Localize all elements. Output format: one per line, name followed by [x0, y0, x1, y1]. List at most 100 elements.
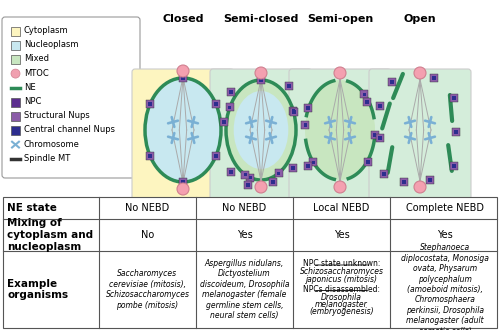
Text: No NEBD: No NEBD [126, 203, 170, 213]
Bar [309, 158, 317, 166]
Bar [304, 123, 307, 127]
Bar [312, 161, 315, 164]
Circle shape [11, 69, 20, 78]
Bar [452, 164, 456, 168]
Text: Yes: Yes [437, 230, 453, 240]
Text: Mixing of
cytoplasm and
nucleoplasm: Mixing of cytoplasm and nucleoplasm [7, 218, 93, 251]
Bar [269, 178, 277, 186]
Bar [230, 170, 232, 174]
Text: Nucleoplasm: Nucleoplasm [24, 40, 78, 49]
Bar [364, 158, 372, 166]
Bar [182, 181, 184, 183]
Bar [220, 118, 228, 126]
Text: Saccharomyces
cerevisiae (mitosis),
Schizosaccharomyces
pombe (mitosis): Saccharomyces cerevisiae (mitosis), Schi… [106, 269, 190, 310]
Bar [289, 164, 297, 172]
Text: japonicus (mitosis): japonicus (mitosis) [306, 275, 378, 283]
Text: Closed: Closed [162, 14, 204, 24]
Bar [306, 106, 310, 110]
Text: MTOC: MTOC [24, 69, 49, 78]
Bar [304, 104, 312, 112]
Text: Stephanoeca
diplocostata, Monosiga
ovata, Physarum
polycephalum
(amoeboid mitosi: Stephanoeca diplocostata, Monosiga ovata… [401, 244, 489, 330]
Text: Yes: Yes [236, 230, 252, 240]
Bar [306, 164, 310, 168]
Text: melanogaster: melanogaster [315, 300, 368, 309]
Circle shape [334, 67, 346, 79]
Bar [148, 154, 152, 158]
Bar [212, 100, 220, 108]
Bar [214, 154, 218, 158]
Text: (embryogenesis): (embryogenesis) [309, 308, 374, 316]
Circle shape [414, 67, 426, 79]
Bar [390, 81, 394, 83]
Bar [246, 183, 250, 186]
Bar [244, 173, 246, 176]
Bar [212, 152, 220, 160]
Bar [179, 74, 187, 82]
FancyBboxPatch shape [369, 69, 471, 203]
Bar [432, 77, 436, 80]
Bar [292, 111, 296, 114]
Bar [450, 162, 458, 170]
Bar [366, 160, 370, 164]
Text: Cytoplasm: Cytoplasm [24, 26, 68, 35]
Text: Schizosaccharomyces: Schizosaccharomyces [300, 267, 384, 276]
Bar [3, 197, 497, 328]
Bar [182, 77, 184, 80]
Ellipse shape [305, 80, 375, 180]
Bar [402, 181, 406, 183]
Bar [378, 136, 382, 140]
Bar [400, 178, 408, 186]
Text: Semi-open: Semi-open [307, 14, 373, 24]
Bar [301, 121, 309, 129]
Bar [11, 126, 20, 135]
Bar [292, 166, 294, 170]
Bar [257, 76, 265, 84]
Bar [11, 112, 20, 121]
Bar [248, 176, 252, 179]
Text: NE: NE [24, 83, 36, 92]
FancyBboxPatch shape [210, 69, 312, 203]
Text: NPC: NPC [24, 97, 42, 106]
FancyBboxPatch shape [2, 17, 140, 178]
Bar [366, 100, 368, 104]
Text: Central channel Nups: Central channel Nups [24, 125, 115, 134]
Bar [11, 41, 20, 50]
Bar [272, 181, 274, 183]
Bar [363, 92, 366, 96]
Bar [360, 90, 368, 98]
Bar [376, 102, 384, 110]
Text: Structural Nups: Structural Nups [24, 111, 90, 120]
Bar [11, 26, 20, 36]
Bar [11, 97, 20, 107]
Bar [290, 107, 298, 115]
Bar [454, 130, 458, 134]
Bar [363, 98, 371, 106]
Circle shape [255, 67, 267, 79]
Circle shape [177, 65, 189, 77]
Circle shape [414, 181, 426, 193]
Bar [378, 104, 382, 108]
Text: Local NEBD: Local NEBD [314, 203, 370, 213]
Text: NE state: NE state [7, 203, 57, 213]
Bar [222, 120, 226, 124]
Bar [230, 90, 232, 94]
Circle shape [177, 183, 189, 195]
Bar [146, 152, 154, 160]
Bar [246, 174, 254, 182]
Bar [380, 170, 388, 178]
Text: Drosophila: Drosophila [321, 292, 362, 302]
Circle shape [334, 181, 346, 193]
FancyBboxPatch shape [132, 69, 234, 203]
Bar [148, 102, 152, 106]
Ellipse shape [145, 78, 221, 182]
Bar [452, 96, 456, 100]
Ellipse shape [234, 91, 288, 169]
Bar [388, 78, 396, 86]
Bar [290, 108, 298, 116]
Bar [260, 79, 262, 82]
Text: NPCs disassembled:: NPCs disassembled: [303, 285, 380, 294]
Ellipse shape [226, 80, 296, 180]
Bar [430, 74, 438, 82]
Text: Mixed: Mixed [24, 54, 49, 63]
Text: Chromosome: Chromosome [24, 140, 80, 148]
